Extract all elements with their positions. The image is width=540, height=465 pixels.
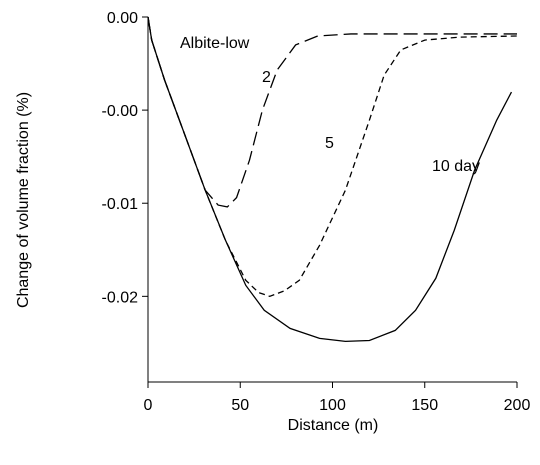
line (147, 16, 518, 298)
annotation: Albite-low (180, 35, 250, 52)
y-tick-label: -0.02 (102, 289, 139, 306)
x-tick-label: 50 (231, 397, 249, 414)
x-tick-label: 200 (504, 397, 531, 414)
series-label: 10 day (432, 158, 480, 175)
x-axis-label: Distance (m) (288, 417, 379, 434)
x-tick-label: 150 (411, 397, 438, 414)
y-tick-label: -0.00 (102, 103, 139, 120)
x-tick-label: 0 (144, 397, 153, 414)
line (147, 16, 517, 208)
y-axis-label: Change of volume fraction (%) (15, 92, 32, 308)
x-tick-label: 100 (319, 397, 346, 414)
series-label: 5 (325, 135, 334, 152)
series-label: 2 (262, 69, 271, 86)
y-tick-label: -0.01 (102, 196, 139, 213)
y-tick-label: 0.00 (107, 10, 138, 27)
line (147, 16, 513, 343)
